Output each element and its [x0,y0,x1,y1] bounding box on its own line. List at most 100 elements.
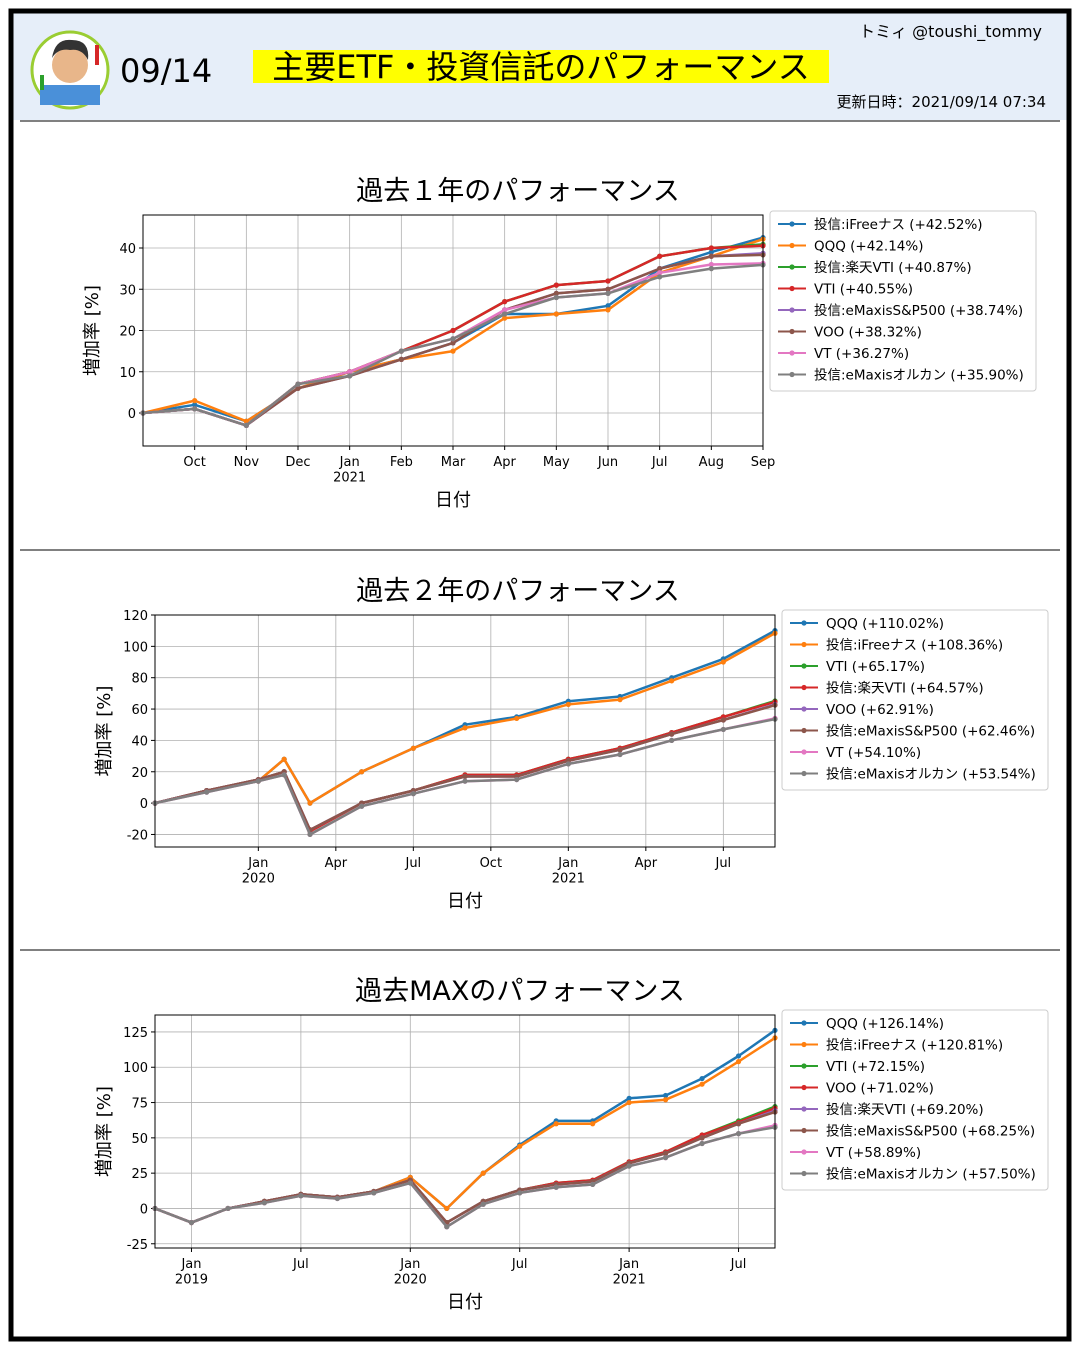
x-tick-label: Jul [404,856,421,871]
data-point [657,253,663,259]
data-point [605,307,611,313]
x-tick-label: Jul [292,1257,309,1272]
data-point [281,756,287,762]
y-tick-label: 120 [123,609,148,624]
x-axis-label: 日付 [435,490,471,511]
legend-label: 投信:楽天VTI (+40.87%) [814,260,972,276]
x-tick-label: Jul [651,455,668,470]
data-point [398,348,404,354]
legend-marker [801,641,807,648]
data-point [699,1081,705,1087]
legend-box [769,210,1037,392]
legend-marker [789,221,795,227]
data-point [735,1121,742,1127]
data-point [407,1180,413,1186]
legend-marker [801,1063,807,1069]
avatar [30,30,110,110]
x-tick-label: Jan 2020 [394,1257,427,1288]
y-tick-label: 80 [131,672,148,687]
data-point [553,294,559,301]
x-tick-label: Jan 2021 [613,1257,646,1288]
chart-title: 過去MAXのパフォーマンス [355,976,685,1007]
data-point [626,1099,632,1106]
data-point [669,731,675,737]
data-point [605,278,611,284]
x-axis-label: 日付 [447,1292,483,1313]
author: トミィ @toushi_tommy [859,22,1042,42]
data-point [553,282,559,288]
data-point [605,303,611,309]
data-point [735,1053,742,1059]
data-point [243,418,249,424]
x-tick-label: Jan 2021 [552,856,585,887]
data-point [669,678,675,684]
x-tick-label: Apr [493,455,516,470]
x-tick-label: Oct [183,455,205,470]
data-point [617,751,623,758]
data-point [410,791,416,797]
legend-marker [801,1170,807,1177]
data-point [225,1205,231,1212]
legend-marker [801,727,807,734]
data-point [662,1155,669,1161]
x-axis-label: 日付 [447,891,483,912]
chart-title: 過去２年のパフォーマンス [356,576,679,607]
legend-marker [789,285,795,292]
data-point [514,776,520,783]
data-point [359,769,365,775]
y-tick-label: 20 [131,766,148,781]
x-tick-label: Jan 2021 [333,455,366,486]
legend-label: VOO (+62.91%) [826,702,934,718]
data-point [565,701,571,707]
data-point [450,327,456,334]
data-point [590,1181,596,1188]
data-point [255,778,261,784]
x-tick-label: Oct [480,856,502,871]
data-point [708,253,714,259]
data-point [605,286,611,292]
data-point [514,715,520,722]
frame [8,8,1072,1342]
legend-marker [801,770,807,777]
series-line [154,1126,776,1229]
x-tick-label: Jul [511,1257,528,1272]
date: 09/14 [120,52,212,90]
data-point [347,373,353,379]
x-tick-label: Feb [390,455,413,470]
data-point [192,398,198,404]
x-tick-label: Jul [730,1257,747,1272]
legend-label: 投信:eMaxisオルカン (+57.50%) [826,1167,1036,1183]
data-point [281,772,287,778]
y-axis-label: 増加率 [%] [94,686,115,777]
data-point [708,245,714,251]
data-point [295,381,301,387]
data-point [708,266,714,272]
y-axis-label: 増加率 [%] [94,1086,115,1177]
data-point [480,1170,486,1176]
data-point [517,1143,523,1149]
y-tick-label: 75 [131,1097,148,1112]
legend-label: VTI (+65.17%) [826,659,925,675]
legend-marker [801,1106,807,1112]
data-point [517,1190,523,1196]
data-point [708,249,714,255]
data-point [480,1201,486,1207]
data-point [359,803,365,809]
y-tick-label: 30 [119,283,136,298]
plot-area [152,628,778,838]
legend-marker [801,1084,807,1091]
legend-marker [801,1020,807,1026]
updated-time: 更新日時：2021/09/14 07:34 [837,93,1046,111]
series-line [154,703,776,832]
legend-marker [789,307,795,313]
legend-box [781,1009,1049,1191]
data-point [502,315,508,321]
data-point [626,1163,632,1169]
data-point [502,311,508,317]
x-tick-label: Sep [751,455,776,470]
legend-marker [801,663,807,669]
y-tick-label: -25 [127,1238,148,1253]
data-point [669,737,675,744]
data-point [735,1059,742,1065]
legend-label: 投信:iFreeナス (+108.36%) [826,638,1003,654]
